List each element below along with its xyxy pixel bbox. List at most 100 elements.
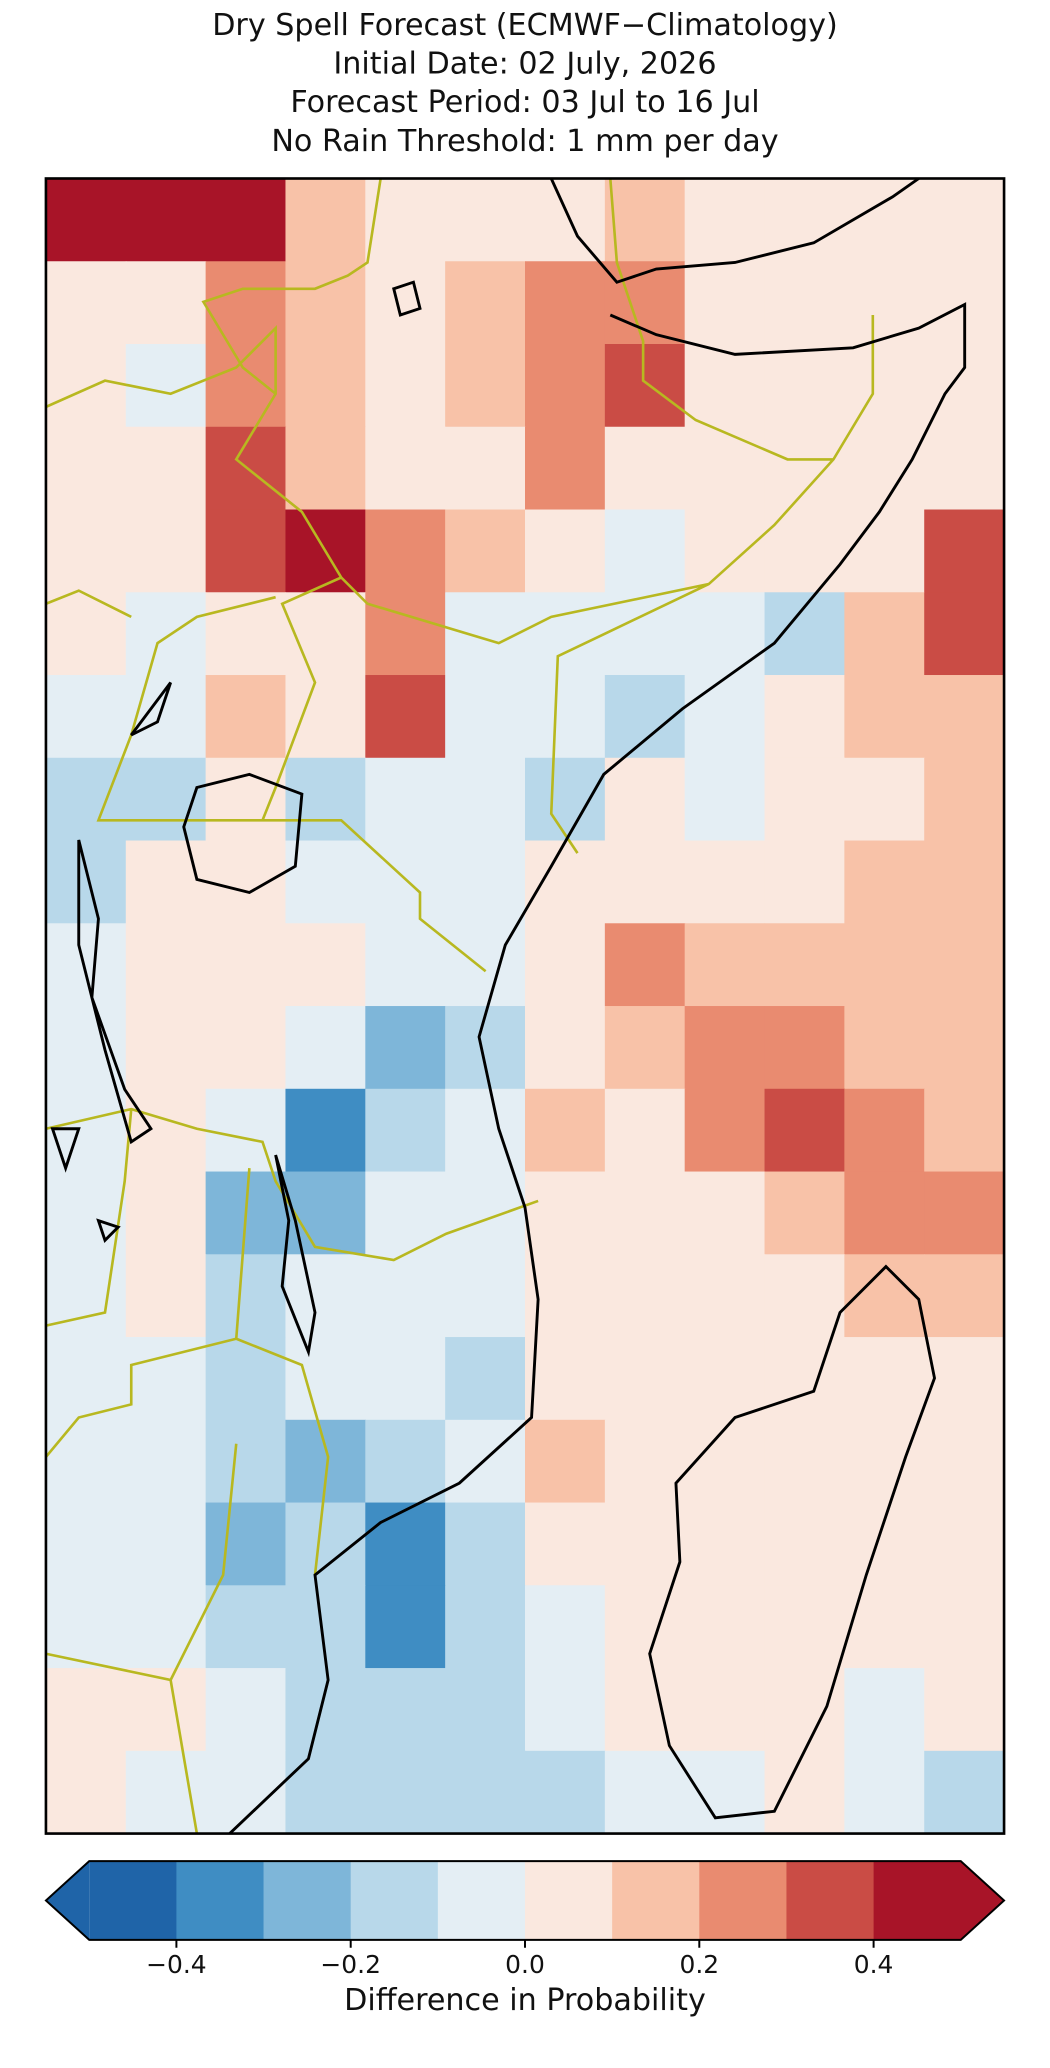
colorbar-segment xyxy=(263,1861,352,1940)
map-cell xyxy=(604,1585,686,1669)
map-cell xyxy=(125,1254,207,1338)
map-cell xyxy=(525,1088,606,1173)
map-cell xyxy=(764,1585,846,1669)
map-cell xyxy=(125,592,207,676)
map-cell xyxy=(205,1668,287,1752)
map-cell xyxy=(604,923,686,1007)
map-cell xyxy=(445,923,526,1007)
map-cell xyxy=(525,1337,606,1421)
map-cell xyxy=(684,1171,766,1255)
map-cell xyxy=(205,1337,287,1421)
map-cell xyxy=(125,923,207,1007)
map-lines xyxy=(45,178,967,1834)
map-cell xyxy=(445,1337,526,1421)
map-cell xyxy=(604,178,686,262)
map-cell xyxy=(45,344,127,428)
map-cell xyxy=(764,757,846,842)
map-cell xyxy=(45,509,127,593)
colorbar-segment xyxy=(437,1861,526,1940)
map-cell xyxy=(525,675,606,759)
map-cell xyxy=(285,178,366,262)
map-cell xyxy=(285,923,366,1007)
map-cell xyxy=(445,1502,526,1586)
map-cell xyxy=(525,923,606,1007)
map-cell xyxy=(684,923,766,1007)
map-cell xyxy=(365,592,446,676)
map-cell xyxy=(285,1006,366,1090)
map-cell xyxy=(844,675,925,759)
chart-title: Dry Spell Forecast (ECMWF−Climatology) xyxy=(212,8,838,43)
map-cell xyxy=(684,426,766,511)
map-cell xyxy=(604,1668,686,1752)
map-cell xyxy=(125,1750,207,1835)
map-cell xyxy=(205,1502,287,1586)
map-cell xyxy=(45,1006,127,1090)
map-cell xyxy=(365,426,446,511)
map-cell xyxy=(125,1585,207,1669)
map-cell xyxy=(285,1088,366,1173)
map-cell xyxy=(285,1750,366,1835)
colorbar-tick-label: 0.4 xyxy=(854,1950,894,1979)
map-cell xyxy=(764,1502,846,1586)
map-cell xyxy=(764,1171,846,1255)
map-cell xyxy=(844,1585,925,1669)
map-cell xyxy=(924,178,1005,262)
colorbar-segment xyxy=(350,1861,439,1940)
map-cell xyxy=(924,1088,1005,1173)
map-cell xyxy=(684,1337,766,1421)
map-cell xyxy=(445,178,526,262)
map-cell xyxy=(45,1419,127,1504)
map-cell xyxy=(924,923,1005,1007)
map-cell xyxy=(924,1006,1005,1090)
map-cell xyxy=(45,840,127,924)
map-cell xyxy=(684,1502,766,1586)
map-cell xyxy=(604,426,686,511)
map-cell xyxy=(365,1419,446,1504)
map-cells xyxy=(45,178,1005,1835)
map-cell xyxy=(525,1502,606,1586)
map-cell xyxy=(445,509,526,593)
map-cell xyxy=(525,1171,606,1255)
map-cell xyxy=(125,426,207,511)
colorbar-extend-high xyxy=(960,1861,1005,1940)
map-cell xyxy=(525,1750,606,1835)
map-cell xyxy=(604,1750,686,1835)
map-cell xyxy=(445,1006,526,1090)
map-cell xyxy=(285,261,366,345)
map-cell xyxy=(45,757,127,842)
map-cell xyxy=(684,675,766,759)
map-cell xyxy=(205,923,287,1007)
map-cell xyxy=(125,1419,207,1504)
map-cell xyxy=(844,1088,925,1173)
map-cell xyxy=(764,923,846,1007)
map-cell xyxy=(285,1254,366,1338)
map-cell xyxy=(445,1668,526,1752)
map-cell xyxy=(45,1585,127,1669)
map-cell xyxy=(365,261,446,345)
map-cell xyxy=(604,757,686,842)
map-cell xyxy=(365,1750,446,1835)
map-cell xyxy=(365,923,446,1007)
map-cell xyxy=(764,1088,846,1173)
map-cell xyxy=(365,344,446,428)
map-cell xyxy=(844,426,925,511)
map-cell xyxy=(205,1088,287,1173)
map-cell xyxy=(764,1750,846,1835)
map-cell xyxy=(365,1254,446,1338)
colorbar-tick-label: 0.2 xyxy=(679,1950,719,1979)
map-cell xyxy=(445,757,526,842)
border-lines xyxy=(45,178,875,1834)
map-cell xyxy=(844,344,925,428)
map-cell xyxy=(45,592,127,676)
map-cell xyxy=(445,1254,526,1338)
map-cell xyxy=(525,592,606,676)
map-cell xyxy=(924,757,1005,842)
map-cell xyxy=(525,178,606,262)
map-cell xyxy=(125,1171,207,1255)
map-cell xyxy=(445,592,526,676)
map-cell xyxy=(844,261,925,345)
map-cell xyxy=(445,675,526,759)
map-cell xyxy=(764,344,846,428)
map-cell xyxy=(365,1502,446,1586)
